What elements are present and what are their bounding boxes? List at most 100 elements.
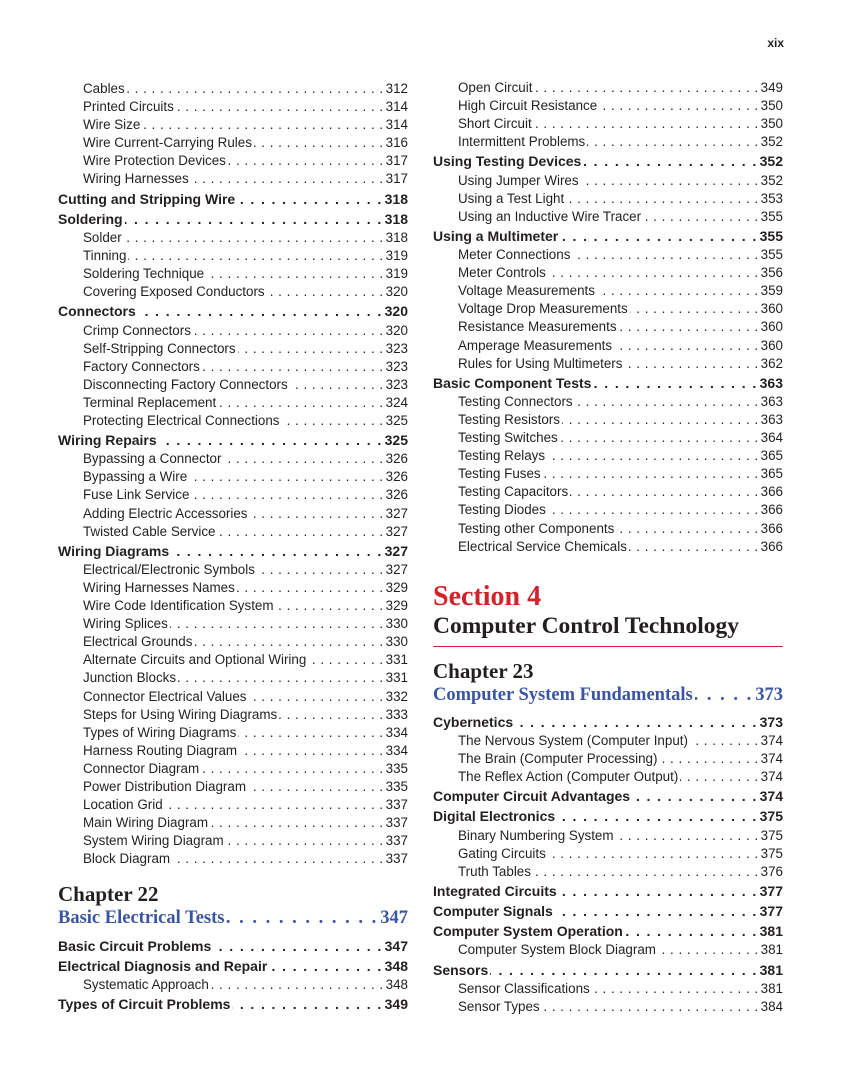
- toc-heading-entry[interactable]: Digital Electronics 375: [433, 806, 783, 826]
- toc-subentry[interactable]: Crimp Connectors 320: [58, 322, 408, 340]
- entry-label: Printed Circuits: [83, 99, 174, 115]
- toc-subentry[interactable]: Twisted Cable Service 327: [58, 523, 408, 541]
- toc-heading-entry[interactable]: Wiring Repairs 325: [58, 430, 408, 450]
- toc-subentry[interactable]: Wire Code Identification System 329: [58, 597, 408, 615]
- toc-subentry[interactable]: The Brain (Computer Processing) 374: [433, 750, 783, 768]
- toc-subentry[interactable]: Meter Controls 356: [433, 264, 783, 282]
- toc-subentry[interactable]: Bypassing a Connector 326: [58, 450, 408, 468]
- toc-subentry[interactable]: Factory Connectors 323: [58, 358, 408, 376]
- toc-heading-entry[interactable]: Sensors 381: [433, 960, 783, 980]
- entry-page: 381: [760, 942, 783, 958]
- toc-heading-entry[interactable]: Basic Circuit Problems 347: [58, 936, 408, 956]
- toc-subentry[interactable]: Open Circuit 349: [433, 79, 783, 97]
- toc-subentry[interactable]: Cables 312: [58, 80, 408, 98]
- toc-subentry[interactable]: Steps for Using Wiring Diagrams 333: [58, 706, 408, 724]
- toc-subentry[interactable]: Types of Wiring Diagrams 334: [58, 724, 408, 742]
- toc-subentry[interactable]: Wiring Splices 330: [58, 615, 408, 633]
- toc-heading-entry[interactable]: Integrated Circuits 377: [433, 881, 783, 901]
- chapter-title-link[interactable]: Basic Electrical Tests 347: [58, 906, 408, 930]
- toc-subentry[interactable]: Terminal Replacement 324: [58, 394, 408, 412]
- toc-subentry[interactable]: Wiring Harnesses 317: [58, 170, 408, 188]
- toc-subentry[interactable]: Intermittent Problems 352: [433, 133, 783, 151]
- toc-heading-entry[interactable]: Types of Circuit Problems 349: [58, 994, 408, 1014]
- toc-subentry[interactable]: Connector Diagram 335: [58, 760, 408, 778]
- toc-subentry[interactable]: Using a Test Light 353: [433, 190, 783, 208]
- toc-heading-entry[interactable]: Soldering 318: [58, 209, 408, 229]
- toc-subentry[interactable]: Rules for Using Multimeters 362: [433, 355, 783, 373]
- toc-subentry[interactable]: Wire Protection Devices 317: [58, 152, 408, 170]
- toc-subentry[interactable]: Testing Connectors 363: [433, 393, 783, 411]
- toc-heading-entry[interactable]: Computer Signals 377: [433, 901, 783, 921]
- toc-subentry[interactable]: Printed Circuits 314: [58, 98, 408, 116]
- toc-subentry[interactable]: Testing Diodes 366: [433, 501, 783, 519]
- toc-heading-entry[interactable]: Using a Multimeter 355: [433, 226, 783, 246]
- toc-subentry[interactable]: Alternate Circuits and Optional Wiring 33…: [58, 651, 408, 669]
- toc-subentry[interactable]: Connector Electrical Values 332: [58, 688, 408, 706]
- toc-subentry[interactable]: Wire Size 314: [58, 116, 408, 134]
- toc-heading-entry[interactable]: Electrical Diagnosis and Repair 348: [58, 956, 408, 976]
- toc-heading-entry[interactable]: Cutting and Stripping Wire 318: [58, 189, 408, 209]
- toc-subentry[interactable]: Testing Capacitors 366: [433, 483, 783, 501]
- toc-subentry[interactable]: Disconnecting Factory Connectors 323: [58, 376, 408, 394]
- toc-subentry[interactable]: Harness Routing Diagram 334: [58, 742, 408, 760]
- toc-subentry[interactable]: Main Wiring Diagram 337: [58, 814, 408, 832]
- toc-subentry[interactable]: Testing Relays 365: [433, 447, 783, 465]
- toc-heading-entry[interactable]: Connectors 320: [58, 301, 408, 321]
- entry-page: 352: [760, 172, 783, 188]
- toc-subentry[interactable]: High Circuit Resistance 350: [433, 97, 783, 115]
- toc-subentry[interactable]: Block Diagram 337: [58, 850, 408, 868]
- toc-heading-entry[interactable]: Basic Component Tests 363: [433, 373, 783, 393]
- toc-heading-entry[interactable]: Cybernetics 373: [433, 712, 783, 732]
- toc-subentry[interactable]: Wire Current-Carrying Rules 316: [58, 134, 408, 152]
- toc-subentry[interactable]: The Reflex Action (Computer Output) 374: [433, 768, 783, 786]
- toc-subentry[interactable]: Electrical Service Chemicals 366: [433, 538, 783, 556]
- toc-subentry[interactable]: Using Jumper Wires 352: [433, 172, 783, 190]
- dot-leader: [599, 97, 758, 115]
- toc-heading-entry[interactable]: Computer Circuit Advantages 374: [433, 786, 783, 806]
- toc-subentry[interactable]: Fuse Link Service 326: [58, 486, 408, 504]
- toc-subentry[interactable]: Systematic Approach 348: [58, 976, 408, 994]
- toc-heading-entry[interactable]: Using Testing Devices 352: [433, 151, 783, 171]
- toc-subentry[interactable]: Computer System Block Diagram 381: [433, 941, 783, 959]
- dot-leader: [680, 768, 758, 786]
- toc-subentry[interactable]: The Nervous System (Computer Input) 374: [433, 732, 783, 750]
- toc-subentry[interactable]: Meter Connections 355: [433, 246, 783, 264]
- toc-subentry[interactable]: Amperage Measurements 360: [433, 337, 783, 355]
- toc-subentry[interactable]: Solder 318: [58, 229, 408, 247]
- toc-subentry[interactable]: Short Circuit 350: [433, 115, 783, 133]
- toc-subentry[interactable]: Location Grid 337: [58, 796, 408, 814]
- toc-subentry[interactable]: Binary Numbering System 375: [433, 827, 783, 845]
- toc-subentry[interactable]: Adding Electric Accessories 327: [58, 505, 408, 523]
- entry-label: Factory Connectors: [83, 358, 200, 374]
- toc-subentry[interactable]: Electrical Grounds 330: [58, 633, 408, 651]
- toc-subentry[interactable]: Truth Tables 376: [433, 863, 783, 881]
- toc-subentry[interactable]: Junction Blocks 331: [58, 669, 408, 687]
- toc-subentry[interactable]: Wiring Harnesses Names 329: [58, 579, 408, 597]
- dot-leader: [643, 208, 759, 226]
- toc-subentry[interactable]: Self-Stripping Connectors 323: [58, 340, 408, 358]
- toc-subentry[interactable]: Testing Switches 364: [433, 429, 783, 447]
- toc-subentry[interactable]: Sensor Types 384: [433, 998, 783, 1016]
- toc-subentry[interactable]: Bypassing a Wire 326: [58, 468, 408, 486]
- toc-subentry[interactable]: Power Distribution Diagram 335: [58, 778, 408, 796]
- toc-subentry[interactable]: Sensor Classifications 381: [433, 980, 783, 998]
- toc-subentry[interactable]: Testing Resistors 363: [433, 411, 783, 429]
- toc-subentry[interactable]: Voltage Measurements 359: [433, 282, 783, 300]
- toc-subentry[interactable]: System Wiring Diagram 337: [58, 832, 408, 850]
- toc-subentry[interactable]: Covering Exposed Conductors 320: [58, 283, 408, 301]
- dot-leader: [257, 561, 384, 579]
- toc-subentry[interactable]: Resistance Measurements 360: [433, 318, 783, 336]
- toc-heading-entry[interactable]: Wiring Diagrams 327: [58, 541, 408, 561]
- toc-subentry[interactable]: Electrical/Electronic Symbols 327: [58, 561, 408, 579]
- chapter-title-link[interactable]: Computer System Fundamentals 373: [433, 683, 783, 707]
- toc-subentry[interactable]: Tinning 319: [58, 247, 408, 265]
- entry-page: 334: [385, 724, 408, 740]
- toc-subentry[interactable]: Soldering Technique 319: [58, 265, 408, 283]
- toc-subentry[interactable]: Testing other Components 366: [433, 520, 783, 538]
- toc-subentry[interactable]: Voltage Drop Measurements 360: [433, 300, 783, 318]
- toc-subentry[interactable]: Protecting Electrical Connections 325: [58, 412, 408, 430]
- toc-subentry[interactable]: Using an Inductive Wire Tracer 355: [433, 208, 783, 226]
- toc-subentry[interactable]: Testing Fuses 365: [433, 465, 783, 483]
- toc-subentry[interactable]: Gating Circuits 375: [433, 845, 783, 863]
- toc-heading-entry[interactable]: Computer System Operation 381: [433, 921, 783, 941]
